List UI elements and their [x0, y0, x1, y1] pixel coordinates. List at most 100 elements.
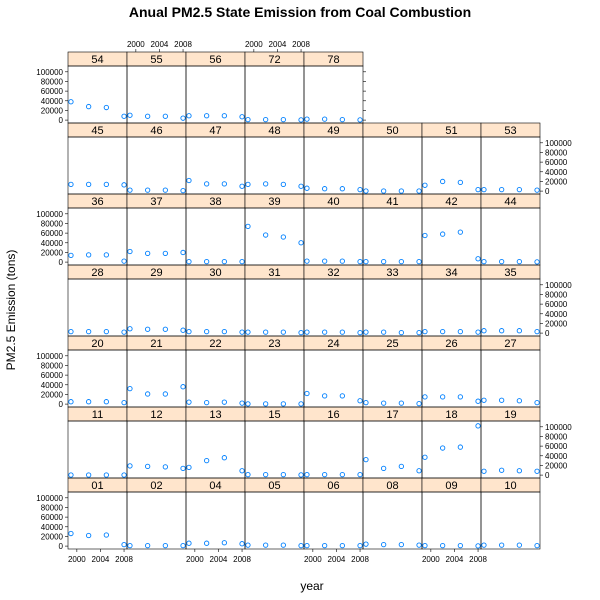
panel-frame [67, 207, 128, 266]
panel-frame [126, 136, 187, 195]
data-point [475, 543, 481, 549]
panel-frame [185, 65, 246, 124]
data-point [304, 542, 310, 549]
panel-frame [185, 207, 246, 266]
y-tick-label: 40000 [545, 168, 568, 177]
panel-frame [362, 349, 423, 408]
data-point [422, 328, 428, 335]
panel-24: 24 [303, 335, 364, 408]
panel-23: 23 [244, 335, 305, 408]
panel-frame [185, 491, 246, 550]
data-point [86, 532, 92, 539]
data-point [398, 258, 404, 265]
data-point [221, 113, 228, 119]
panel-strip-label: 46 [150, 125, 162, 137]
x-tick-label: 2000 [422, 555, 440, 564]
data-point [262, 471, 269, 478]
y-tick-label: 20000 [545, 461, 568, 470]
data-point [498, 467, 505, 473]
y-tick-label: 60000 [545, 300, 568, 309]
x-tick-label: 2008 [174, 40, 192, 49]
data-point [457, 328, 463, 335]
data-point [121, 542, 127, 548]
data-point [357, 258, 363, 265]
data-point [103, 399, 110, 405]
panel-11: 11 [67, 406, 128, 479]
data-point [481, 542, 487, 548]
chart-title: Anual PM2.5 State Emission from Coal Com… [129, 4, 471, 20]
data-point [203, 258, 210, 265]
panel-strip-label: 51 [445, 125, 457, 137]
data-point [416, 542, 422, 548]
data-point [439, 542, 446, 549]
data-point [127, 187, 133, 193]
panel-strip-label: 39 [268, 196, 280, 208]
data-point [68, 472, 74, 478]
panel-06: 06 [303, 477, 364, 550]
data-point [457, 229, 463, 235]
data-point [280, 471, 286, 478]
panel-31: 31 [244, 264, 305, 337]
data-point [186, 258, 192, 265]
data-point [304, 116, 310, 122]
panel-21: 21 [126, 335, 187, 408]
data-point [144, 187, 151, 193]
panel-51: 51 [421, 122, 482, 195]
panel-48: 48 [244, 122, 305, 195]
panel-05: 05 [244, 477, 305, 550]
data-point [380, 329, 387, 335]
data-point [86, 252, 92, 258]
data-point [457, 542, 463, 549]
data-point [162, 464, 169, 470]
data-point [481, 186, 487, 193]
data-point [363, 188, 369, 194]
panel-frame [185, 420, 246, 479]
panel-strip-label: 26 [445, 338, 457, 350]
panel-strip-label: 50 [386, 125, 398, 137]
data-point [68, 99, 74, 105]
panel-strip-label: 37 [150, 196, 162, 208]
panel-frame [126, 420, 187, 479]
panel-frame [480, 136, 541, 195]
data-point [280, 181, 286, 187]
panel-46: 46 [126, 122, 187, 195]
y-tick-label: 0 [59, 258, 64, 267]
panel-50: 50 [362, 122, 423, 195]
data-point [239, 258, 245, 265]
panel-strip-label: 10 [504, 480, 516, 492]
panel-26: 26 [421, 335, 482, 408]
panel-frame [244, 207, 305, 266]
panel-frame [421, 420, 482, 479]
panel-09: 09 [421, 477, 482, 550]
data-point [357, 471, 363, 478]
data-point [245, 223, 251, 230]
y-tick-label: 100000 [36, 68, 63, 77]
data-point [398, 542, 404, 548]
data-point [186, 328, 192, 335]
data-point [203, 540, 210, 546]
data-point [68, 530, 74, 537]
data-point [398, 188, 404, 194]
panel-strip-label: 12 [150, 409, 162, 421]
data-point [439, 394, 446, 400]
panel-strip-label: 05 [268, 480, 280, 492]
y-tick-label: 100000 [36, 210, 63, 219]
data-point [162, 113, 169, 119]
panel-strip-label: 06 [327, 480, 339, 492]
x-tick-label: 2000 [68, 555, 86, 564]
data-point [498, 328, 505, 334]
panel-34: 34 [421, 264, 482, 337]
data-point [245, 542, 251, 548]
x-tick-label: 2000 [127, 40, 145, 49]
panel-strip-label: 21 [150, 338, 162, 350]
data-point [103, 252, 110, 258]
data-point [280, 234, 286, 240]
data-point [398, 463, 404, 470]
data-point [86, 328, 92, 335]
panel-frame [362, 420, 423, 479]
data-point [363, 399, 369, 406]
panel-45: 45 [67, 122, 128, 195]
panel-frame [362, 491, 423, 550]
data-point [221, 540, 228, 546]
data-point [68, 399, 74, 405]
